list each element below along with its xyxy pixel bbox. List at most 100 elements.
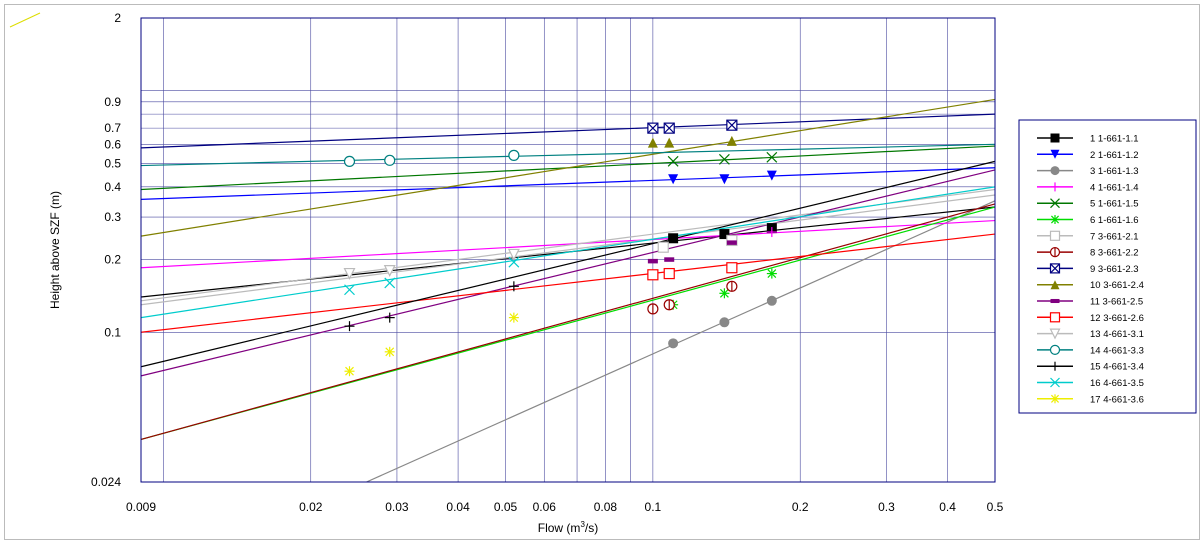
- x-tick-label: 0.2: [792, 500, 809, 514]
- legend-entry-label: 4 1-661-1.4: [1090, 182, 1139, 193]
- fit-line: [140, 169, 996, 377]
- fit-line: [366, 200, 996, 483]
- data-point: [726, 262, 738, 274]
- x-tick-label: 0.4: [939, 500, 956, 514]
- data-point: [384, 277, 396, 289]
- y-tick-label: 0.2: [104, 253, 121, 267]
- data-point: [343, 267, 356, 280]
- data-point: [508, 149, 520, 161]
- data-point: [663, 267, 675, 280]
- fit-line: [140, 194, 996, 306]
- data-point: [719, 229, 730, 240]
- y-tick-label: 0.024: [91, 475, 121, 489]
- legend-marker: [1050, 166, 1060, 176]
- fit-line: [140, 98, 996, 237]
- x-tick-label: 0.03: [385, 500, 409, 514]
- data-point: [507, 248, 520, 261]
- fit-lines: [140, 98, 996, 483]
- legend-entry-label: 9 3-661-2.3: [1090, 264, 1139, 275]
- data-point: [344, 366, 355, 377]
- data-point: [667, 155, 679, 167]
- x-tick-label: 0.06: [533, 500, 557, 514]
- data-point: [668, 174, 679, 185]
- legend-marker: [1049, 263, 1061, 274]
- y-tick-label: 2: [114, 11, 121, 25]
- x-tick-label: 0.02: [299, 500, 323, 514]
- x-tick-label: 0.009: [126, 500, 156, 514]
- legend-entry-label: 1 1-661-1.1: [1090, 134, 1139, 145]
- legend-entry-label: 8 3-661-2.2: [1090, 248, 1139, 259]
- legend-entry-label: 6 1-661-1.6: [1090, 215, 1139, 226]
- data-point: [647, 303, 659, 315]
- legend-entry-label: 15 4-661-3.4: [1090, 362, 1144, 373]
- x-tick-label: 0.08: [594, 500, 618, 514]
- data-point: [766, 227, 777, 238]
- y-tick-label: 0.6: [104, 137, 121, 151]
- data-point: [647, 137, 658, 148]
- x-tick-label: 0.1: [645, 500, 662, 514]
- data-point: [719, 317, 730, 328]
- x-axis-label-main: Flow (m: [538, 521, 581, 535]
- data-point: [719, 288, 730, 299]
- data-point: [383, 265, 396, 277]
- data-point: [664, 137, 675, 148]
- data-point: [647, 258, 658, 264]
- y-tick-label: 0.4: [104, 180, 121, 194]
- data-point: [344, 284, 355, 296]
- fit-line: [140, 203, 996, 441]
- data-point: [726, 119, 738, 131]
- legend-entry-label: 14 4-661-3.3: [1090, 345, 1144, 356]
- legend-marker: [1050, 394, 1060, 404]
- x-tick-labels: 0.009 0.02 0.03 0.04 0.05 0.06 0.08 0.1 0.2 0.3 0.…: [126, 500, 1004, 514]
- data-point: [508, 256, 520, 268]
- legend-marker: [1049, 247, 1061, 258]
- fit-line: [140, 143, 996, 167]
- legend-marker: [1050, 298, 1060, 304]
- fit-line: [140, 167, 996, 200]
- legend-entry-label: 17 4-661-3.6: [1090, 394, 1144, 405]
- legend-entry-label: 10 3-661-2.4: [1090, 280, 1144, 291]
- data-point: [508, 281, 519, 292]
- fit-line: [140, 186, 996, 319]
- y-axis-label: Height above SZF (m): [48, 191, 62, 309]
- grid-lines: [141, 18, 996, 482]
- data-point: [726, 240, 737, 245]
- legend-entry-label: 11 3-661-2.5: [1090, 297, 1143, 308]
- data-point: [726, 280, 738, 292]
- data-point: [668, 338, 679, 349]
- plot-area: [140, 17, 996, 483]
- data-point: [344, 321, 355, 332]
- data-point: [657, 241, 669, 253]
- legend-entry-label: 3 1-661-1.3: [1090, 166, 1139, 177]
- data-point: [384, 154, 396, 166]
- y-tick-label: 0.9: [104, 95, 121, 109]
- legend-marker: [1050, 215, 1060, 224]
- data-point: [663, 122, 675, 134]
- legend-entry-label: 2 1-661-1.2: [1090, 150, 1139, 161]
- legend-entry-label: 5 1-661-1.5: [1090, 199, 1139, 210]
- data-point: [647, 269, 659, 281]
- data-point: [508, 312, 519, 323]
- data-point: [343, 155, 356, 167]
- data-point: [766, 151, 778, 163]
- x-tick-label: 0.05: [494, 500, 518, 514]
- legend-marker: [1049, 344, 1061, 355]
- x-axis-label: Flow (m3/s): [538, 520, 598, 535]
- fit-line: [140, 113, 996, 149]
- y-tick-label: 0.5: [104, 156, 121, 170]
- y-tick-label: 0.3: [104, 210, 121, 224]
- y-tick-label: 0.1: [104, 325, 121, 339]
- data-point: [766, 268, 777, 279]
- data-point: [726, 135, 737, 146]
- data-point: [384, 346, 395, 357]
- legend-entry-label: 16 4-661-3.5: [1090, 378, 1144, 389]
- data-point: [668, 233, 679, 244]
- legend-marker: [1050, 377, 1060, 388]
- legend-marker: [1049, 230, 1061, 241]
- legend-marker: [1050, 361, 1060, 371]
- legend-box: [1018, 119, 1197, 414]
- data-point: [384, 312, 395, 323]
- corner-mark: [9, 12, 41, 28]
